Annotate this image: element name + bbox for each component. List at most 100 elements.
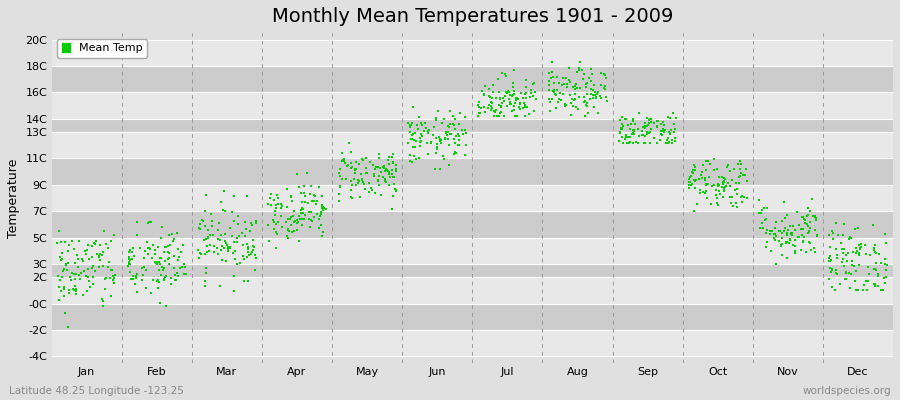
Point	[781, 227, 796, 233]
Point	[307, 192, 321, 198]
Point	[409, 156, 423, 162]
Point	[802, 239, 816, 246]
Point	[584, 66, 598, 72]
Point	[716, 178, 731, 184]
Point	[780, 212, 795, 218]
Point	[705, 183, 719, 189]
Point	[122, 259, 136, 265]
Point	[568, 82, 582, 89]
Point	[314, 208, 328, 215]
Point	[154, 272, 168, 278]
Point	[401, 140, 416, 146]
Point	[385, 171, 400, 178]
Point	[152, 254, 166, 261]
Point	[161, 256, 176, 262]
Point	[51, 273, 66, 279]
Point	[774, 243, 788, 249]
Point	[594, 82, 608, 88]
Point	[459, 130, 473, 136]
Point	[367, 190, 382, 196]
Point	[768, 231, 782, 237]
Point	[217, 188, 231, 194]
Point	[584, 91, 598, 97]
Point	[344, 194, 358, 200]
Point	[374, 165, 388, 171]
Point	[565, 96, 580, 102]
Point	[616, 123, 630, 130]
Point	[572, 65, 586, 71]
Point	[576, 76, 590, 83]
Point	[218, 238, 232, 244]
Point	[763, 228, 778, 234]
Point	[488, 108, 502, 115]
Point	[384, 166, 399, 173]
Point	[826, 230, 841, 236]
Point	[137, 254, 151, 261]
Point	[635, 132, 650, 138]
Point	[122, 256, 136, 262]
Point	[356, 157, 370, 163]
Point	[716, 186, 731, 192]
Point	[732, 179, 746, 186]
Point	[441, 136, 455, 142]
Point	[621, 134, 635, 140]
Point	[430, 141, 445, 148]
Point	[223, 225, 238, 231]
Point	[442, 142, 456, 148]
Point	[106, 273, 121, 279]
Point	[418, 125, 433, 132]
Point	[230, 221, 245, 228]
Point	[309, 201, 323, 207]
Point	[706, 167, 721, 173]
Point	[199, 265, 213, 272]
Point	[154, 235, 168, 241]
Point	[447, 126, 462, 132]
Point	[833, 240, 848, 246]
Point	[491, 113, 506, 119]
Point	[95, 249, 110, 255]
Point	[226, 249, 240, 256]
Point	[577, 99, 591, 106]
Point	[801, 205, 815, 211]
Point	[802, 229, 816, 235]
Point	[839, 252, 853, 258]
Point	[805, 196, 819, 202]
Point	[625, 131, 639, 138]
Point	[482, 86, 496, 92]
Point	[546, 80, 561, 87]
Point	[810, 232, 824, 238]
Point	[241, 278, 256, 284]
Point	[62, 274, 77, 280]
Point	[507, 107, 521, 113]
Point	[760, 204, 774, 211]
Point	[685, 181, 699, 187]
Point	[587, 82, 601, 88]
Point	[769, 261, 783, 267]
Point	[544, 75, 558, 81]
Bar	[51, 277, 893, 304]
Point	[809, 217, 824, 224]
Point	[568, 96, 582, 102]
Point	[268, 205, 283, 212]
Point	[519, 84, 534, 91]
Point	[436, 156, 451, 163]
Point	[834, 258, 849, 265]
Point	[439, 132, 454, 138]
Point	[269, 228, 284, 235]
Point	[201, 234, 215, 240]
Point	[420, 150, 435, 157]
Point	[296, 206, 310, 212]
Point	[620, 139, 634, 146]
Point	[158, 274, 172, 280]
Point	[281, 216, 295, 222]
Point	[621, 139, 635, 146]
Point	[497, 98, 511, 104]
Point	[631, 126, 645, 132]
Point	[226, 193, 240, 200]
Point	[684, 182, 698, 188]
Point	[302, 208, 317, 215]
Point	[867, 281, 881, 288]
Point	[101, 264, 115, 270]
Point	[485, 105, 500, 111]
Point	[382, 154, 397, 160]
